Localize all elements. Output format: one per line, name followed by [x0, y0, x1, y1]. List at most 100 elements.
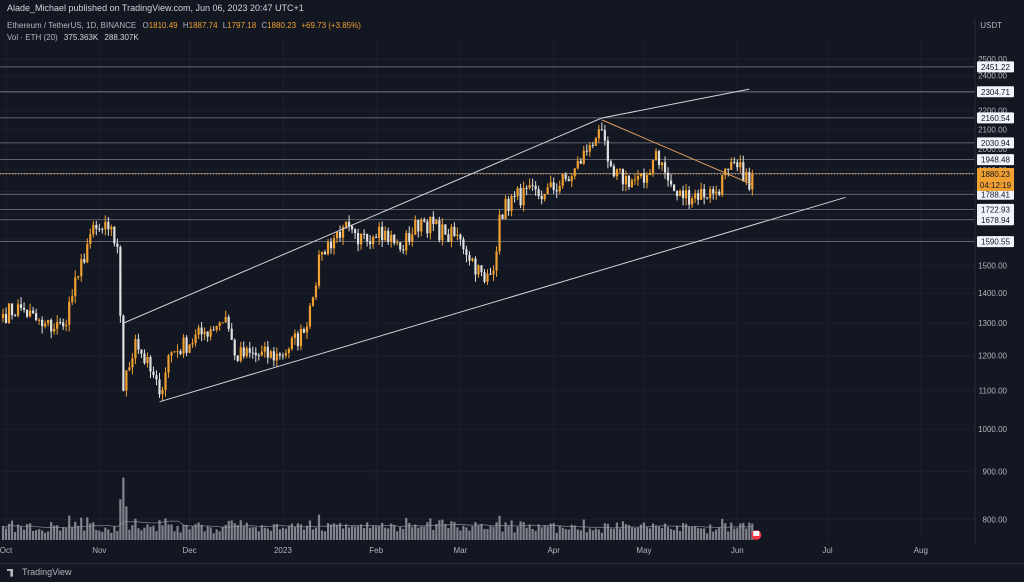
price-tick-label: 2500.00 — [978, 55, 1007, 64]
candle-body — [585, 150, 588, 152]
volume-bar — [669, 529, 673, 540]
volume-legend[interactable]: Vol · ETH (20) 375.363K 288.307K — [7, 33, 143, 42]
volume-bar — [95, 529, 98, 540]
candle-body — [290, 337, 293, 349]
candle-body — [164, 372, 167, 390]
time-tick-label: May — [636, 546, 651, 555]
candle-body — [468, 255, 471, 261]
volume-bar — [709, 524, 712, 540]
candle-body — [194, 334, 197, 344]
candle-body — [576, 160, 579, 169]
volume-bar — [384, 527, 387, 540]
volume-bar — [730, 522, 733, 540]
volume-bar — [98, 530, 101, 540]
volume-bar — [266, 528, 269, 540]
volume-bar — [570, 524, 573, 540]
candle-body — [167, 355, 170, 373]
volume-bar — [140, 530, 143, 540]
ohlc-high-label: H — [182, 21, 189, 30]
volume-bar — [10, 520, 14, 540]
candle-body — [591, 145, 594, 147]
price-axis[interactable]: 800.00 900.00 1000.00 1100.00 1200.00 1300.00… — [974, 0, 1024, 563]
volume-bar — [561, 527, 564, 540]
candle-body — [489, 273, 492, 275]
candle-body — [573, 168, 576, 177]
volume-bar — [447, 528, 450, 540]
candle-body — [561, 174, 564, 186]
volume-bar — [645, 527, 649, 540]
volume-bar — [745, 528, 748, 540]
candle-body — [104, 221, 107, 230]
volume-bar — [83, 530, 86, 540]
candle-body — [642, 173, 646, 183]
volume-bar — [498, 515, 501, 540]
volume-bar — [465, 527, 468, 540]
volume-bar — [453, 521, 456, 540]
volume-label[interactable]: Vol · ETH (20) — [7, 33, 58, 42]
candle-body — [615, 169, 618, 177]
candle-body — [71, 296, 74, 302]
level-label: 2304.71 — [981, 88, 1010, 97]
volume-bar — [338, 523, 342, 540]
candle-body — [275, 353, 278, 361]
candle-body — [122, 315, 125, 391]
candle-body — [53, 328, 56, 332]
volume-bar — [414, 524, 417, 540]
candle-body — [423, 219, 426, 222]
volume-bar — [281, 527, 284, 540]
volume-bar — [185, 524, 188, 540]
candle-body — [236, 355, 239, 361]
candle-body — [528, 185, 531, 189]
volume-bar — [474, 522, 477, 540]
volume-bar — [272, 524, 275, 540]
volume-value: 375.363K — [63, 33, 99, 42]
candle-body — [724, 168, 727, 176]
volume-bar — [206, 526, 209, 540]
symbol-name[interactable]: Ethereum / TetherUS, 1D, BINANCE — [7, 21, 137, 30]
time-axis[interactable]: Oct Nov Dec 2023 Feb Mar Apr May Jun Jul Aug — [0, 546, 928, 555]
candle-body — [393, 234, 396, 244]
candle-body — [742, 162, 745, 182]
volume-bar — [221, 526, 224, 540]
volume-bar — [360, 524, 363, 540]
candle-body — [35, 313, 38, 321]
candle-body — [86, 244, 89, 263]
candle-body — [486, 273, 489, 282]
volume-bar — [350, 525, 354, 540]
volume-bar — [254, 527, 257, 540]
volume-bar — [609, 528, 612, 540]
volume-bar — [366, 522, 369, 540]
candle-body — [233, 339, 236, 356]
volume-bar — [525, 527, 528, 540]
candle-body — [390, 234, 393, 242]
candle-body — [363, 233, 366, 235]
volume-bar — [588, 528, 591, 540]
candle-body — [350, 226, 354, 230]
candle-body — [712, 189, 715, 194]
candle-body — [408, 233, 411, 242]
volume-bar — [597, 529, 600, 540]
volume-ma-line — [2, 520, 753, 529]
candle-body — [399, 242, 402, 250]
time-tick-label: Oct — [0, 546, 13, 555]
candle-body — [113, 226, 116, 244]
candle-body — [375, 236, 378, 238]
candle-body — [582, 150, 585, 164]
volume-bar — [200, 524, 203, 540]
level-label: 1590.55 — [981, 238, 1010, 247]
candle-body — [221, 322, 224, 324]
candle-body — [10, 303, 14, 316]
candle-body — [498, 214, 501, 252]
price-axis-bg — [975, 0, 1024, 563]
level-label-box — [977, 86, 1014, 98]
price-tick-label: 2000.00 — [978, 145, 1007, 154]
volume-bar — [504, 522, 507, 540]
brand[interactable]: TradingView — [7, 567, 72, 577]
volume-bar — [576, 529, 579, 540]
candle-body — [507, 198, 510, 212]
trend-line — [601, 88, 750, 119]
symbol-legend[interactable]: Ethereum / TetherUS, 1D, BINANCE O1810.4… — [7, 21, 364, 30]
volume-bar — [558, 525, 561, 540]
candle-body — [669, 180, 673, 185]
